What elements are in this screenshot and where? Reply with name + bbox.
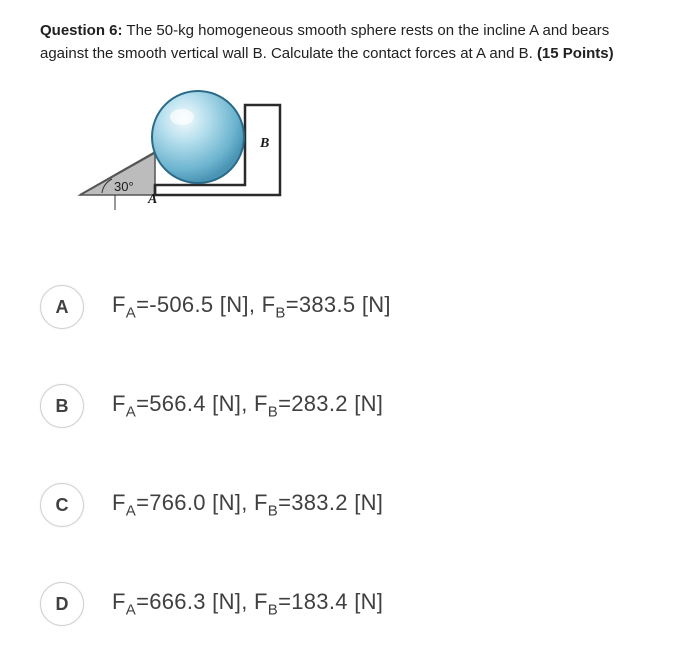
option-b[interactable]: B FA=566.4 [N], FB=283.2 [N] — [40, 384, 660, 428]
option-letter: A — [40, 285, 84, 329]
physics-diagram: 30° A B — [70, 75, 310, 235]
option-text: FA=-506.5 [N], FB=383.5 [N] — [112, 292, 391, 321]
sphere-shape — [152, 91, 244, 183]
label-b: B — [259, 136, 269, 151]
angle-label: 30° — [114, 179, 134, 194]
option-letter: B — [40, 384, 84, 428]
question-points: (15 Points) — [537, 45, 614, 62]
options-list: A FA=-506.5 [N], FB=383.5 [N] B FA=566.4… — [40, 285, 660, 626]
option-letter: D — [40, 582, 84, 626]
option-c[interactable]: C FA=766.0 [N], FB=383.2 [N] — [40, 483, 660, 527]
label-a: A — [147, 192, 157, 207]
question-text: The 50-kg homogeneous smooth sphere rest… — [40, 22, 609, 62]
option-text: FA=666.3 [N], FB=183.4 [N] — [112, 589, 383, 618]
option-letter: C — [40, 483, 84, 527]
option-text: FA=766.0 [N], FB=383.2 [N] — [112, 490, 383, 519]
option-a[interactable]: A FA=-506.5 [N], FB=383.5 [N] — [40, 285, 660, 329]
question-label: Question 6: — [40, 22, 123, 39]
option-text: FA=566.4 [N], FB=283.2 [N] — [112, 391, 383, 420]
option-d[interactable]: D FA=666.3 [N], FB=183.4 [N] — [40, 582, 660, 626]
question-header: Question 6: The 50-kg homogeneous smooth… — [40, 20, 660, 65]
